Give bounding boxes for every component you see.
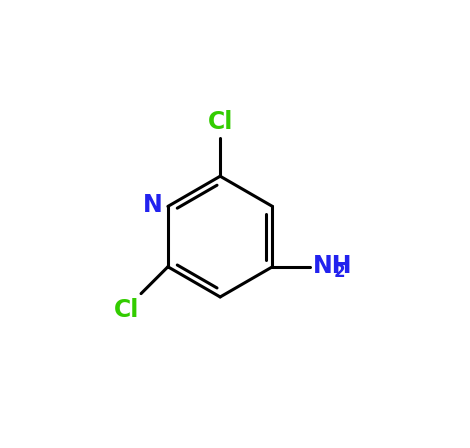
Text: Cl: Cl xyxy=(114,298,139,322)
Text: NH: NH xyxy=(313,254,352,278)
Text: Cl: Cl xyxy=(207,110,233,134)
Text: 2: 2 xyxy=(333,263,345,280)
Text: N: N xyxy=(142,193,162,217)
